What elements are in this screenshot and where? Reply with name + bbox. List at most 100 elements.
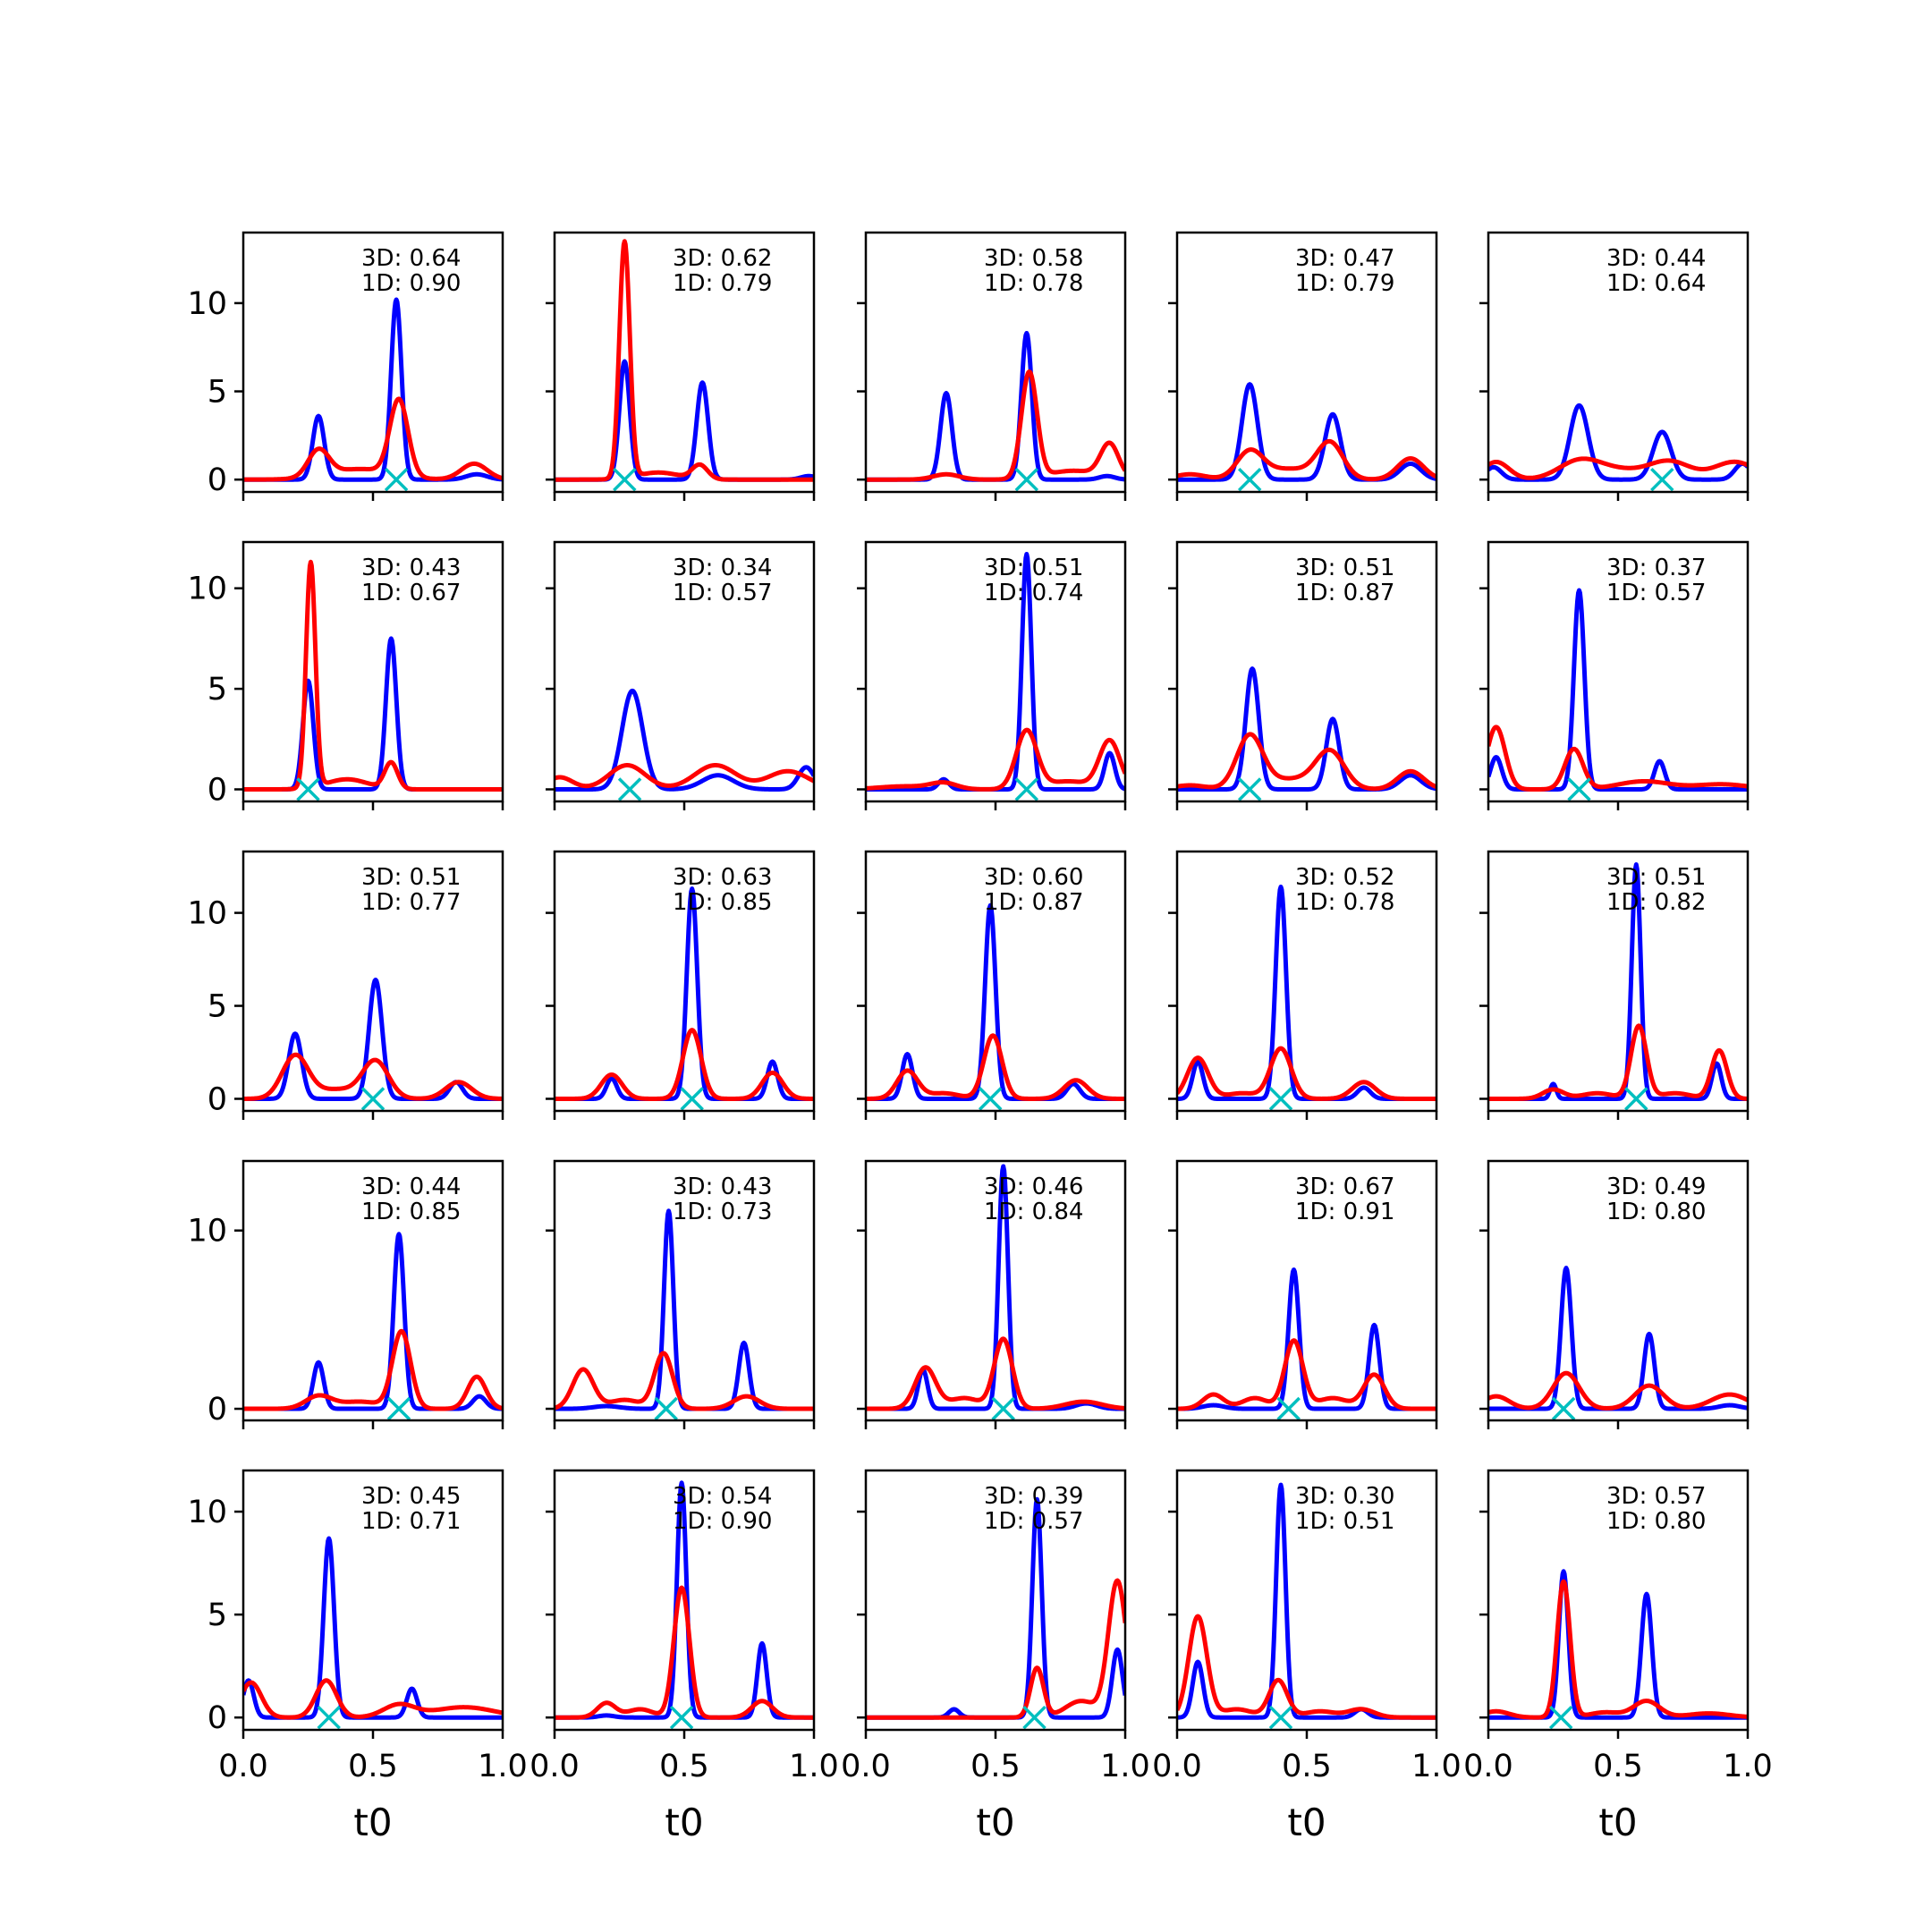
blue-series-line bbox=[1488, 1266, 1748, 1411]
x-axis-label: t0 bbox=[1598, 1801, 1637, 1844]
x-marker bbox=[1551, 1396, 1576, 1421]
red-series-line bbox=[866, 369, 1125, 482]
score-annotation: 3D: 0.60 bbox=[984, 864, 1083, 891]
y-tick-label: 10 bbox=[187, 896, 227, 932]
score-annotation: 1D: 0.78 bbox=[984, 270, 1083, 297]
y-tick-label: 10 bbox=[187, 286, 227, 322]
x-marker bbox=[1276, 1396, 1301, 1421]
x-marker bbox=[360, 1087, 386, 1111]
x-axis-label: t0 bbox=[353, 1801, 392, 1844]
y-tick-label: 10 bbox=[187, 572, 227, 607]
x-marker bbox=[1022, 1705, 1046, 1730]
x-marker bbox=[386, 1396, 411, 1421]
score-annotation: 3D: 0.30 bbox=[1295, 1483, 1394, 1510]
red-series-line bbox=[1177, 1338, 1436, 1411]
score-annotation: 1D: 0.71 bbox=[361, 1508, 461, 1535]
red-series-line bbox=[866, 1336, 1125, 1411]
score-annotation: 3D: 0.37 bbox=[1606, 555, 1706, 581]
score-annotation: 3D: 0.51 bbox=[361, 864, 461, 891]
score-annotation: 3D: 0.57 bbox=[1606, 1483, 1706, 1510]
red-series-line bbox=[866, 1033, 1125, 1101]
score-annotation: 1D: 0.79 bbox=[673, 270, 772, 297]
x-marker bbox=[1268, 1087, 1293, 1111]
red-series-line bbox=[1488, 724, 1748, 792]
red-series-line bbox=[1177, 1614, 1436, 1720]
score-annotation: 3D: 0.43 bbox=[361, 555, 461, 581]
red-series-line bbox=[555, 1351, 814, 1411]
y-tick-label: 10 bbox=[187, 1495, 227, 1530]
red-series-line bbox=[1488, 1579, 1748, 1720]
score-annotation: 1D: 0.90 bbox=[361, 270, 461, 297]
blue-series-line bbox=[243, 636, 503, 792]
x-tick-label: 1.0 bbox=[478, 1749, 528, 1784]
x-marker bbox=[1548, 1705, 1573, 1730]
x-tick-label: 1.0 bbox=[789, 1749, 839, 1784]
red-series-line bbox=[243, 1052, 503, 1101]
blue-series-line bbox=[1488, 1569, 1748, 1720]
score-annotation: 1D: 0.57 bbox=[984, 1508, 1083, 1535]
x-tick-label: 1.0 bbox=[1411, 1749, 1462, 1784]
score-annotation: 1D: 0.82 bbox=[1606, 889, 1706, 916]
red-series-line bbox=[1177, 1046, 1436, 1101]
score-annotation: 3D: 0.51 bbox=[1606, 864, 1706, 891]
x-tick-label: 0.0 bbox=[530, 1749, 580, 1784]
blue-series-line bbox=[243, 1232, 503, 1411]
red-series-line bbox=[1488, 456, 1748, 480]
red-series-line bbox=[243, 559, 503, 792]
blue-series-line bbox=[243, 297, 503, 482]
score-annotation: 3D: 0.51 bbox=[984, 555, 1083, 581]
score-annotation: 1D: 0.78 bbox=[1295, 889, 1394, 916]
blue-series-line bbox=[555, 359, 814, 482]
x-marker bbox=[613, 467, 637, 492]
blue-series-line bbox=[1488, 588, 1748, 792]
x-marker bbox=[978, 1087, 1003, 1111]
blue-series-line bbox=[555, 886, 814, 1101]
x-marker bbox=[1624, 1087, 1648, 1111]
score-annotation: 3D: 0.49 bbox=[1606, 1174, 1706, 1200]
x-tick-label: 0.0 bbox=[1152, 1749, 1202, 1784]
x-marker bbox=[1237, 467, 1262, 492]
red-series-line bbox=[555, 1028, 814, 1101]
score-annotation: 1D: 0.74 bbox=[984, 580, 1083, 606]
x-marker bbox=[991, 1396, 1015, 1421]
score-annotation: 1D: 0.77 bbox=[361, 889, 461, 916]
x-tick-label: 0.5 bbox=[659, 1749, 709, 1784]
y-tick-label: 0 bbox=[208, 1392, 227, 1428]
x-marker bbox=[1014, 467, 1039, 492]
x-marker bbox=[1237, 777, 1262, 801]
score-annotation: 1D: 0.57 bbox=[1606, 580, 1706, 606]
score-annotation: 1D: 0.87 bbox=[984, 889, 1083, 916]
red-series-line bbox=[1177, 438, 1436, 482]
y-tick-label: 5 bbox=[208, 672, 227, 708]
x-tick-label: 0.5 bbox=[348, 1749, 398, 1784]
y-tick-label: 5 bbox=[208, 375, 227, 411]
blue-series-line bbox=[1177, 666, 1436, 792]
red-series-line bbox=[1177, 732, 1436, 792]
score-annotation: 1D: 0.84 bbox=[984, 1199, 1083, 1225]
score-annotation: 1D: 0.57 bbox=[673, 580, 772, 606]
score-annotation: 1D: 0.80 bbox=[1606, 1508, 1706, 1535]
blue-series-line bbox=[243, 1536, 503, 1720]
x-marker bbox=[296, 777, 320, 801]
score-annotation: 1D: 0.80 bbox=[1606, 1199, 1706, 1225]
score-annotation: 3D: 0.58 bbox=[984, 245, 1083, 272]
x-marker bbox=[617, 777, 642, 801]
score-annotation: 1D: 0.90 bbox=[673, 1508, 772, 1535]
score-annotation: 1D: 0.73 bbox=[673, 1199, 772, 1225]
score-annotation: 3D: 0.63 bbox=[673, 864, 772, 891]
red-series-line bbox=[866, 727, 1125, 792]
score-annotation: 3D: 0.34 bbox=[673, 555, 772, 581]
x-marker bbox=[680, 1087, 704, 1111]
